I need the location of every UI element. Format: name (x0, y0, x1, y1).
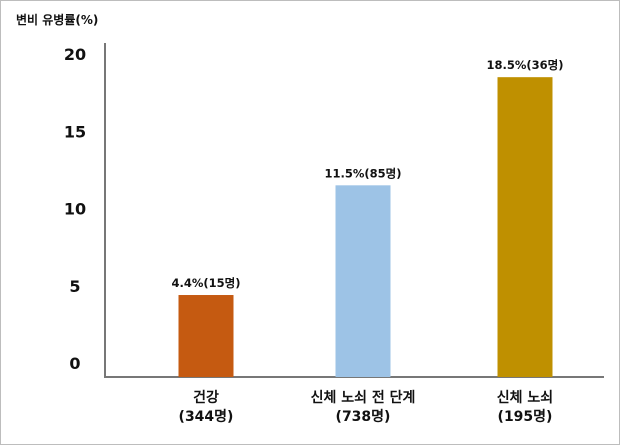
bar (178, 295, 234, 377)
value-labels: 4.4%(15명) 11.5%(85명) 18.5%(36명) (172, 58, 564, 290)
bar (497, 77, 553, 378)
y-ticks: 0 5 10 15 20 (64, 45, 86, 373)
y-tick-label: 10 (64, 200, 86, 219)
category-label-count: (738명) (336, 408, 391, 425)
bars (178, 77, 553, 378)
category-labels: 건강 (344명) 신체 노쇠 전 단계 (738명) 신체 노쇠 (195명) (179, 389, 554, 425)
y-tick-label: 20 (64, 45, 86, 64)
category-label-name: 신체 노쇠 전 단계 (311, 389, 416, 406)
category-label-count: (344명) (179, 408, 234, 425)
category-label-name: 건강 (193, 389, 219, 406)
y-axis-label: 변비 유병률(%) (16, 12, 98, 27)
bar (335, 185, 391, 377)
category-label-name: 신체 노쇠 (497, 390, 553, 406)
y-tick-label: 0 (69, 354, 80, 373)
bar-value-label: 11.5%(85명) (325, 166, 402, 180)
y-tick-label: 5 (69, 277, 80, 296)
bar-value-label: 18.5%(36명) (487, 58, 564, 72)
category-label-count: (195명) (498, 408, 553, 425)
y-tick-label: 15 (64, 122, 86, 141)
bar-value-label: 4.4%(15명) (172, 276, 241, 290)
